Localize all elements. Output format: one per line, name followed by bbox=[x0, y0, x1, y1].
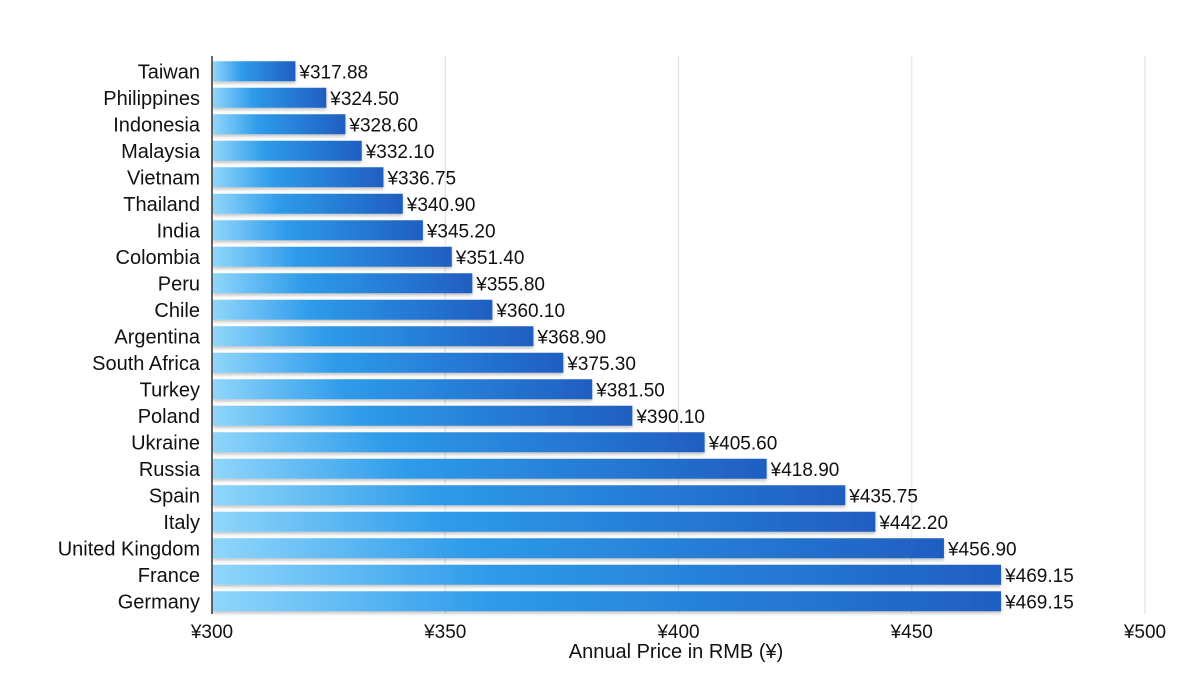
category-label: Russia bbox=[139, 459, 201, 481]
bar bbox=[213, 432, 705, 453]
value-label: ¥368.90 bbox=[536, 327, 606, 348]
value-label: ¥324.50 bbox=[329, 89, 399, 110]
bar bbox=[213, 87, 327, 108]
x-tick-label: ¥400 bbox=[656, 622, 699, 643]
x-tick-labels: ¥300 ¥350 ¥400 ¥450 ¥500 bbox=[190, 622, 1166, 643]
category-label: Colombia bbox=[116, 247, 201, 269]
bar bbox=[213, 114, 346, 135]
category-label: Malaysia bbox=[121, 141, 201, 163]
bar bbox=[213, 220, 423, 241]
bar bbox=[213, 140, 362, 161]
value-label: ¥317.88 bbox=[298, 62, 368, 83]
category-label: Vietnam bbox=[127, 167, 200, 189]
value-label: ¥442.20 bbox=[878, 513, 948, 534]
bar bbox=[213, 61, 296, 82]
value-label: ¥340.90 bbox=[406, 195, 476, 216]
x-tick-label: ¥350 bbox=[423, 622, 466, 643]
category-label: Ukraine bbox=[131, 432, 200, 454]
category-label: France bbox=[138, 565, 200, 587]
value-label: ¥390.10 bbox=[635, 407, 705, 428]
value-label: ¥375.30 bbox=[566, 354, 636, 375]
category-label: Indonesia bbox=[113, 114, 201, 136]
value-label: ¥345.20 bbox=[426, 221, 496, 242]
category-label: Germany bbox=[118, 591, 200, 613]
value-label: ¥336.75 bbox=[386, 168, 456, 189]
category-labels: Taiwan Philippines Indonesia Malaysia Vietna… bbox=[58, 61, 201, 613]
bar bbox=[213, 379, 593, 400]
value-label: ¥418.90 bbox=[770, 460, 840, 481]
bar bbox=[213, 352, 564, 373]
value-label: ¥351.40 bbox=[455, 248, 525, 269]
x-tick-label: ¥450 bbox=[890, 622, 933, 643]
category-label: Thailand bbox=[123, 194, 200, 216]
bar bbox=[213, 299, 493, 320]
value-label: ¥456.90 bbox=[947, 539, 1017, 560]
bar bbox=[213, 167, 384, 188]
category-label: Poland bbox=[138, 406, 200, 428]
bar bbox=[213, 326, 534, 347]
bar bbox=[213, 591, 1002, 612]
bars bbox=[213, 61, 1002, 612]
value-label: ¥328.60 bbox=[348, 115, 418, 136]
value-labels: ¥317.88 ¥324.50 ¥328.60 ¥332.10 ¥336.75 ¥340.… bbox=[298, 62, 1073, 613]
category-label: Philippines bbox=[103, 88, 200, 110]
value-label: ¥469.15 bbox=[1004, 592, 1074, 613]
bar bbox=[213, 511, 876, 532]
value-label: ¥405.60 bbox=[708, 433, 778, 454]
value-label: ¥355.80 bbox=[475, 274, 545, 295]
category-label: Chile bbox=[154, 300, 200, 322]
category-label: Turkey bbox=[140, 379, 200, 401]
category-label: Taiwan bbox=[138, 61, 200, 83]
bar bbox=[213, 246, 452, 267]
category-label: United Kingdom bbox=[58, 538, 200, 560]
value-label: ¥332.10 bbox=[365, 142, 435, 163]
x-axis-title: Annual Price in RMB (¥) bbox=[569, 641, 784, 663]
bar bbox=[213, 564, 1002, 585]
x-tick-label: ¥300 bbox=[190, 622, 233, 643]
bar bbox=[213, 193, 403, 214]
bar bbox=[213, 273, 473, 294]
category-label: Spain bbox=[149, 485, 200, 507]
bar bbox=[213, 405, 633, 426]
value-label: ¥360.10 bbox=[495, 301, 565, 322]
bar bbox=[213, 538, 944, 559]
bar bbox=[213, 485, 846, 506]
value-label: ¥435.75 bbox=[848, 486, 918, 507]
category-label: South Africa bbox=[92, 353, 201, 375]
value-label: ¥469.15 bbox=[1004, 566, 1074, 587]
category-label: Peru bbox=[158, 273, 200, 295]
value-label: ¥381.50 bbox=[595, 380, 665, 401]
bar bbox=[213, 458, 767, 479]
category-label: Argentina bbox=[114, 326, 200, 348]
category-label: Italy bbox=[163, 512, 200, 534]
category-label: India bbox=[157, 220, 201, 242]
x-tick-label: ¥500 bbox=[1123, 622, 1166, 643]
